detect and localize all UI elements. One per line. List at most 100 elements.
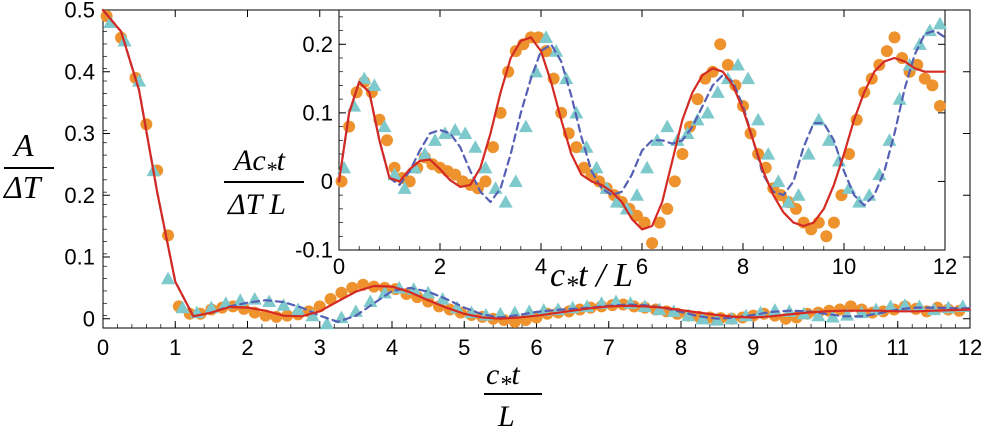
inset-point-triangle xyxy=(508,174,523,188)
inset-point-triangle xyxy=(569,105,584,119)
inset-xtick-label: 10 xyxy=(832,254,856,279)
inset-y-axis: -0.1 0 0.1 0.2 xyxy=(295,16,945,263)
main-ytick-label: 0.1 xyxy=(64,245,95,270)
inset-point-triangle xyxy=(619,201,634,215)
inset-xtick-label: 2 xyxy=(434,254,446,279)
inset-point-circle xyxy=(880,45,893,58)
main-xlabel-t: t xyxy=(511,358,520,391)
inset-point-circle xyxy=(873,58,886,71)
main-point-circle xyxy=(140,118,153,131)
main-point-circle xyxy=(162,229,175,242)
inset-point-triangle xyxy=(589,160,604,174)
inset-point-triangle xyxy=(700,105,715,119)
inset-ylabel-den: ΔT L xyxy=(227,188,286,221)
inset-ytick-label: -0.1 xyxy=(295,238,333,263)
inset-point-triangle xyxy=(730,57,745,71)
main-xlabel-c: c xyxy=(486,358,499,391)
svg-text:Ac*t: Ac*t xyxy=(232,144,286,182)
main-point-triangle xyxy=(883,299,898,312)
inset-x-axis: 0 2 4 6 8 10 12 xyxy=(333,10,957,279)
inset-point-circle xyxy=(691,93,704,106)
main-point-triangle xyxy=(854,305,869,319)
main-point-triangle xyxy=(825,309,840,323)
inset-point-triangle xyxy=(377,119,392,133)
main-point-triangle xyxy=(753,305,768,319)
inset-point-triangle xyxy=(892,92,907,105)
main-point-circle xyxy=(335,286,348,299)
inset-point-circle xyxy=(343,120,356,133)
main-point-triangle xyxy=(652,302,667,316)
main-xtick-label: 0 xyxy=(97,335,109,360)
inset-point-circle xyxy=(653,216,666,229)
main-ylabel-den: ΔT xyxy=(2,169,43,205)
main-point-triangle xyxy=(204,300,219,314)
inset-point-triangle xyxy=(417,147,432,160)
inset-point-circle xyxy=(933,100,946,112)
main-ytick-label: 0.3 xyxy=(64,121,95,146)
inset-ylabel-sub: * xyxy=(266,157,277,182)
inset-xlabel-c: c xyxy=(550,257,565,294)
main-point-triangle xyxy=(161,271,176,285)
main-xtick-label: 7 xyxy=(603,335,615,360)
main-ytick-label: 0.5 xyxy=(64,0,95,23)
inset-point-triangle xyxy=(387,167,402,181)
inset-point-circle xyxy=(820,230,833,243)
main-ylabel-num: A xyxy=(12,127,34,163)
main-xlabel-den: L xyxy=(497,400,515,431)
main-x-axis: 0 1 2 3 4 5 6 7 8 9 10 11 12 xyxy=(97,10,982,360)
main-line-solid xyxy=(101,8,972,320)
main-point-triangle xyxy=(767,303,782,316)
inset-point-triangle xyxy=(801,147,816,160)
main-point-triangle xyxy=(608,294,623,308)
main-series-layer xyxy=(100,8,972,330)
main-xtick-label: 5 xyxy=(458,335,470,360)
inset-point-triangle xyxy=(791,188,806,201)
inset-point-circle xyxy=(638,216,651,229)
inset-ytick-label: 0.2 xyxy=(302,32,333,57)
main-line-dashed xyxy=(101,8,972,323)
main-point-triangle xyxy=(377,285,392,299)
main-point-triangle xyxy=(912,299,927,312)
main-point-triangle xyxy=(926,302,941,316)
main-point-triangle xyxy=(175,300,190,314)
inset-point-circle xyxy=(888,31,901,44)
inset-point-triangle xyxy=(751,112,766,126)
inset-xtick-label: 8 xyxy=(737,254,749,279)
inset-xlabel-rest: t / L xyxy=(578,257,633,294)
inset-point-circle xyxy=(380,134,393,147)
inset-line-dashed xyxy=(337,29,947,207)
main-point-triangle xyxy=(291,302,306,316)
main-point-triangle xyxy=(840,308,855,321)
main-ytick-label: 0 xyxy=(83,306,95,331)
inset-point-circle xyxy=(487,141,500,154)
inset-chart: 0 2 4 6 8 10 12 -0.100.10.2 c*t / L Ac*t ΔT L xyxy=(224,9,957,300)
inset-point-triangle xyxy=(821,133,836,146)
inset-point-triangle xyxy=(609,195,624,208)
main-y-axis: 0 0.1 0.2 0.3 0.4 0.5 xyxy=(64,0,970,331)
main-point-triangle xyxy=(132,74,147,87)
inset-point-circle xyxy=(668,175,681,188)
inset-point-triangle xyxy=(357,71,372,85)
inset-x-axis-label: c*t / L xyxy=(550,257,633,300)
inset-xtick-label: 12 xyxy=(933,254,957,279)
inset-y-axis-label: Ac*t ΔT L xyxy=(224,144,304,221)
inset-point-triangle xyxy=(488,181,503,194)
main-point-triangle xyxy=(363,294,378,308)
inset-point-circle xyxy=(926,79,939,92)
main-xtick-label: 8 xyxy=(675,335,687,360)
inset-point-triangle xyxy=(781,195,796,208)
inset-point-triangle xyxy=(397,181,412,194)
inset-point-circle xyxy=(827,216,840,229)
main-point-triangle xyxy=(695,311,710,325)
inset-point-triangle xyxy=(660,119,675,133)
inset-xlabel-sub: * xyxy=(565,271,578,300)
inset-point-triangle xyxy=(549,44,564,57)
inset-point-triangle xyxy=(710,85,725,98)
inset-point-circle xyxy=(494,106,507,119)
inset-point-triangle xyxy=(579,140,594,153)
inset-point-triangle xyxy=(518,119,533,133)
main-xtick-label: 1 xyxy=(169,335,181,360)
main-point-triangle xyxy=(811,308,826,322)
